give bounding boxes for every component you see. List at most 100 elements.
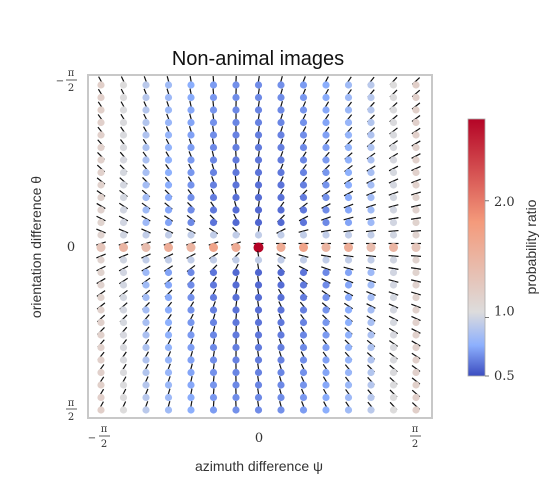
value-dot — [142, 356, 149, 363]
value-dot — [142, 156, 149, 163]
value-dot — [345, 231, 352, 238]
value-dot — [322, 94, 329, 101]
value-dot — [345, 406, 352, 413]
value-dot — [165, 231, 172, 238]
value-dot — [120, 319, 127, 326]
value-dot — [232, 369, 239, 376]
value-dot — [300, 281, 307, 288]
value-dot — [120, 356, 127, 363]
value-dot — [120, 294, 127, 301]
value-dot — [210, 156, 217, 163]
value-dot — [232, 306, 239, 313]
value-dot — [165, 269, 172, 276]
value-dot — [187, 206, 194, 213]
value-dot — [255, 81, 262, 88]
value-dot — [187, 156, 194, 163]
value-dot — [187, 306, 194, 313]
value-dot — [322, 169, 329, 176]
value-dot — [120, 306, 127, 313]
value-dot — [120, 81, 127, 88]
value-dot — [367, 231, 374, 238]
value-dot — [390, 369, 397, 376]
value-dot — [97, 81, 104, 88]
value-dot — [300, 106, 307, 113]
value-dot — [120, 256, 127, 263]
value-dot — [412, 331, 419, 338]
value-dot — [232, 219, 239, 226]
value-dot — [232, 319, 239, 326]
value-dot — [165, 281, 172, 288]
value-dot — [412, 344, 419, 351]
value-dot — [390, 144, 397, 151]
value-dot — [232, 344, 239, 351]
value-dot — [255, 194, 262, 201]
colorbar — [468, 119, 485, 376]
value-dot — [390, 281, 397, 288]
value-dot — [165, 169, 172, 176]
value-dot — [412, 281, 419, 288]
value-dot — [412, 306, 419, 313]
value-dot — [412, 219, 419, 226]
value-dot — [210, 131, 217, 138]
value-dot — [255, 369, 262, 376]
value-dot — [367, 106, 374, 113]
value-dot — [255, 144, 262, 151]
value-dot — [322, 394, 329, 401]
value-dot — [390, 356, 397, 363]
value-dot — [120, 131, 127, 138]
value-dot — [412, 356, 419, 363]
value-dot — [120, 394, 127, 401]
value-dot — [255, 381, 262, 388]
value-dot — [367, 294, 374, 301]
value-dot — [322, 156, 329, 163]
value-dot — [322, 269, 329, 276]
value-dot — [210, 394, 217, 401]
value-dot — [165, 81, 172, 88]
value-dot — [97, 256, 104, 263]
value-dot — [97, 131, 104, 138]
value-dot — [97, 381, 104, 388]
value-dot — [255, 106, 262, 113]
value-dot — [97, 269, 104, 276]
value-dot — [277, 131, 284, 138]
value-dot — [142, 269, 149, 276]
value-dot — [165, 344, 172, 351]
x-axis-label: azimuth difference ψ — [195, 458, 323, 474]
value-dot — [165, 306, 172, 313]
value-dot — [367, 206, 374, 213]
value-dot — [322, 131, 329, 138]
value-dot — [412, 394, 419, 401]
value-dot — [412, 106, 419, 113]
value-dot — [210, 219, 217, 226]
value-dot — [277, 281, 284, 288]
value-dot — [210, 169, 217, 176]
value-dot — [97, 156, 104, 163]
value-dot — [277, 181, 284, 188]
value-dot — [165, 194, 172, 201]
value-dot — [345, 306, 352, 313]
value-dot — [367, 381, 374, 388]
value-dot — [120, 406, 127, 413]
value-dot — [300, 144, 307, 151]
value-dot — [142, 231, 149, 238]
value-dot — [232, 269, 239, 276]
value-dot — [97, 331, 104, 338]
value-dot — [389, 243, 398, 252]
value-dot — [120, 344, 127, 351]
value-dot — [300, 219, 307, 226]
value-dot — [390, 331, 397, 338]
value-dot — [165, 144, 172, 151]
value-dot — [412, 194, 419, 201]
value-dot — [210, 206, 217, 213]
value-dot — [210, 269, 217, 276]
value-dot — [412, 131, 419, 138]
value-dot — [277, 406, 284, 413]
value-dot — [300, 306, 307, 313]
value-dot — [210, 406, 217, 413]
value-dot — [187, 94, 194, 101]
value-dot — [300, 181, 307, 188]
value-dot — [120, 144, 127, 151]
value-dot — [412, 381, 419, 388]
value-dot — [345, 144, 352, 151]
value-dot — [277, 356, 284, 363]
